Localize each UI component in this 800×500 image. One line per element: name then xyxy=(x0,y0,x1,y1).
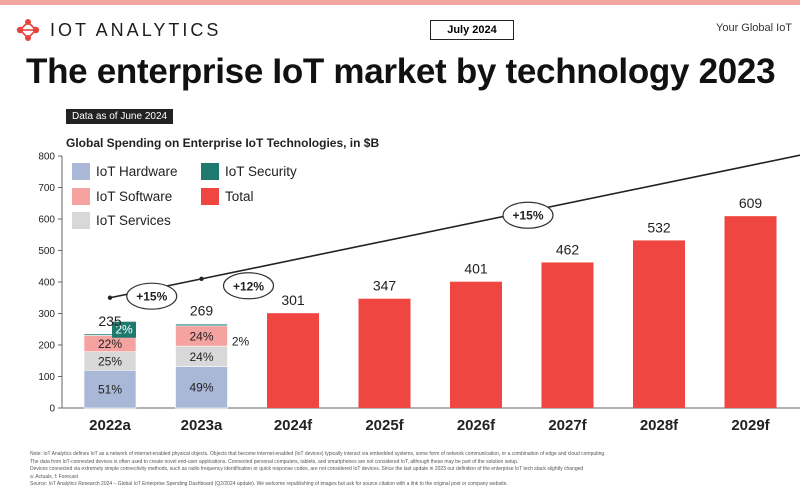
footnote-line: Devices connected via extremely simple c… xyxy=(30,466,584,472)
date-badge: July 2024 xyxy=(430,20,514,40)
stacked-bar-segment xyxy=(83,369,137,409)
segment-data-label: 51% xyxy=(98,383,122,397)
growth-annotation-label: +12% xyxy=(233,279,264,293)
x-tick-label: 2024f xyxy=(274,417,313,434)
legend-swatch xyxy=(72,163,90,180)
total-bar xyxy=(267,313,319,408)
tagline: Your Global IoT xyxy=(716,22,793,34)
x-tick-label: 2026f xyxy=(457,417,496,434)
security-label-box xyxy=(112,321,136,338)
legend-swatch xyxy=(201,163,219,180)
trend-point xyxy=(199,276,204,282)
growth-annotation-bubble xyxy=(222,272,275,300)
segment-data-label: 49% xyxy=(189,381,213,395)
legend-label: IoT Hardware xyxy=(96,164,178,179)
x-tick-label: 2028f xyxy=(640,417,679,434)
total-bar xyxy=(633,240,685,408)
bar-total-label: 347 xyxy=(373,278,397,294)
growth-annotation-bubble xyxy=(126,282,178,310)
x-tick-label: 2025f xyxy=(365,417,404,434)
y-tick-label: 0 xyxy=(49,404,55,415)
y-tick-label: 500 xyxy=(38,246,55,257)
legend-label: IoT Software xyxy=(96,189,172,204)
brand-logo: IOT ANALYTICS xyxy=(12,16,221,44)
growth-annotation-label: +15% xyxy=(512,209,543,223)
footnote-line: The data from IoT-connected devices is o… xyxy=(30,458,519,465)
top-accent-bar xyxy=(0,0,800,5)
footnote-line: Note: IoT Analytics defines IoT as a net… xyxy=(30,451,606,457)
bar-total-label: 532 xyxy=(647,219,671,235)
stacked-bar-segment xyxy=(175,323,228,327)
bar-total-label: 235 xyxy=(98,313,122,329)
legend-swatch xyxy=(72,188,90,205)
x-tick-label: 2023a xyxy=(181,417,223,434)
legend-label: IoT Security xyxy=(225,164,297,179)
brand-name: IOT ANALYTICS xyxy=(50,19,222,40)
bar-total-label: 609 xyxy=(739,195,763,211)
x-tick-label: 2029f xyxy=(731,417,770,434)
segment-data-label: 22% xyxy=(98,337,122,351)
chart-title: Global Spending on Enterprise IoT Techno… xyxy=(66,136,380,150)
growth-annotation-bubble xyxy=(502,201,554,229)
y-tick-label: 100 xyxy=(38,372,55,383)
y-tick-label: 600 xyxy=(38,215,55,226)
footnote-line: Source: IoT Analytics Research 2024 – Gl… xyxy=(30,481,508,487)
segment-data-label: 25% xyxy=(98,354,122,368)
trend-point xyxy=(107,295,113,300)
y-tick-label: 200 xyxy=(38,341,55,352)
growth-trend-line-extension xyxy=(750,154,800,167)
total-bar xyxy=(724,216,777,408)
stacked-bar-segment xyxy=(175,366,228,409)
y-tick-label: 400 xyxy=(38,278,55,289)
bar-total-label: 462 xyxy=(556,241,580,257)
bar-total-label: 401 xyxy=(464,261,488,277)
bar-total-label: 269 xyxy=(190,302,214,318)
y-tick-label: 700 xyxy=(38,183,55,194)
total-bar xyxy=(541,262,594,408)
footnotes: Note: IoT Analytics defines IoT as a net… xyxy=(30,451,800,499)
segment-data-label: 24% xyxy=(189,350,213,364)
legend-swatch xyxy=(201,188,219,205)
network-nodes-icon xyxy=(16,19,40,41)
total-bar xyxy=(450,281,502,408)
legend-swatch xyxy=(72,212,90,229)
data-as-of-badge: Data as of June 2024 xyxy=(66,109,174,124)
page-title: The enterprise IoT market by technology … xyxy=(26,52,776,91)
spending-bar-chart: 010020030040050060070080051%25%22%2%2352… xyxy=(38,152,800,434)
legend-label: IoT Services xyxy=(96,213,171,228)
total-bar xyxy=(358,298,411,408)
y-tick-label: 800 xyxy=(38,152,55,163)
segment-data-label: 24% xyxy=(189,329,213,343)
x-tick-label: 2022a xyxy=(89,417,131,434)
x-tick-label: 2027f xyxy=(548,417,587,434)
y-tick-label: 300 xyxy=(38,309,55,320)
growth-annotation-label: +15% xyxy=(136,290,167,304)
segment-data-label: 2% xyxy=(232,334,250,348)
segment-data-label: 2% xyxy=(115,323,133,337)
bar-total-label: 301 xyxy=(281,292,305,308)
legend-label: Total xyxy=(225,189,254,204)
footnote-line: a: Actuals, f: Forecast xyxy=(30,473,79,480)
